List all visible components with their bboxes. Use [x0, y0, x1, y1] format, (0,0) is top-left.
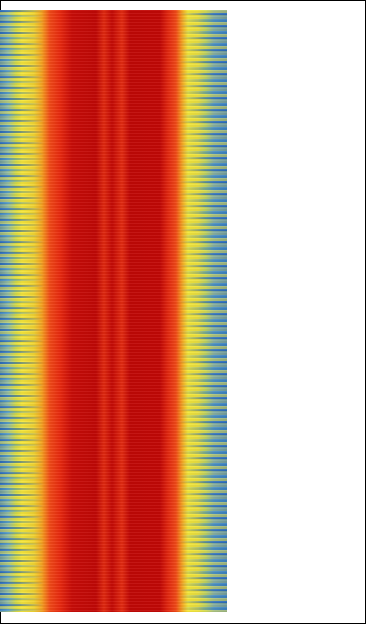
- waterfall-texture: [0, 10, 227, 612]
- waterfall-edge-left: [0, 10, 44, 612]
- waterfall-edge-right: [179, 10, 227, 612]
- waterfall-display: [0, 10, 227, 612]
